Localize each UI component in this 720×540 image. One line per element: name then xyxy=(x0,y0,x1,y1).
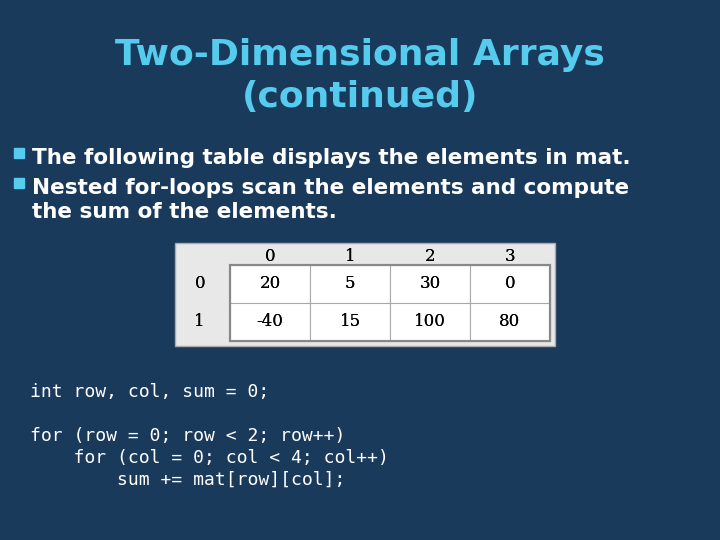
Text: 80: 80 xyxy=(500,314,521,330)
Text: The following table displays the elements in mat.: The following table displays the element… xyxy=(32,148,631,168)
Text: -40: -40 xyxy=(256,314,284,330)
Text: (continued): (continued) xyxy=(242,80,478,114)
Text: 15: 15 xyxy=(339,314,361,330)
Text: 1: 1 xyxy=(345,248,355,265)
Text: 20: 20 xyxy=(259,275,281,293)
Text: for (row = 0; row < 2; row++): for (row = 0; row < 2; row++) xyxy=(30,427,346,445)
Text: 2: 2 xyxy=(425,248,436,265)
Bar xyxy=(470,303,550,341)
Text: 15: 15 xyxy=(339,314,361,330)
Text: 0: 0 xyxy=(505,275,516,293)
Text: -40: -40 xyxy=(256,314,284,330)
Text: 1: 1 xyxy=(345,248,355,265)
Bar xyxy=(230,265,550,341)
Text: 1: 1 xyxy=(194,314,205,330)
Bar xyxy=(470,265,550,303)
Bar xyxy=(470,303,550,341)
Text: 0: 0 xyxy=(194,275,205,293)
Bar xyxy=(310,265,390,303)
Text: 3: 3 xyxy=(505,248,516,265)
Bar xyxy=(310,303,390,341)
Bar xyxy=(230,265,310,303)
Text: 0: 0 xyxy=(194,275,205,293)
Text: 30: 30 xyxy=(419,275,441,293)
Text: 3: 3 xyxy=(505,248,516,265)
Text: 100: 100 xyxy=(414,314,446,330)
Text: 5: 5 xyxy=(345,275,355,293)
Text: 0: 0 xyxy=(265,248,275,265)
Bar xyxy=(390,303,470,341)
Bar xyxy=(390,303,470,341)
Text: 0: 0 xyxy=(505,275,516,293)
Bar xyxy=(310,265,390,303)
Text: the sum of the elements.: the sum of the elements. xyxy=(32,202,337,222)
Text: 30: 30 xyxy=(419,275,441,293)
Bar xyxy=(230,265,310,303)
Text: 2: 2 xyxy=(425,248,436,265)
Text: 80: 80 xyxy=(500,314,521,330)
Text: Two-Dimensional Arrays: Two-Dimensional Arrays xyxy=(115,38,605,72)
Bar xyxy=(310,303,390,341)
Text: 100: 100 xyxy=(414,314,446,330)
Bar xyxy=(14,178,24,188)
Bar xyxy=(390,265,470,303)
Text: 0: 0 xyxy=(265,248,275,265)
Text: int row, col, sum = 0;: int row, col, sum = 0; xyxy=(30,383,269,401)
Bar xyxy=(175,243,555,346)
Bar xyxy=(230,303,310,341)
Bar xyxy=(230,265,550,341)
Bar xyxy=(390,265,470,303)
Bar xyxy=(14,148,24,158)
Bar xyxy=(230,303,310,341)
Text: sum += mat[row][col];: sum += mat[row][col]; xyxy=(30,471,346,489)
Text: for (col = 0; col < 4; col++): for (col = 0; col < 4; col++) xyxy=(30,449,389,467)
Text: Nested for-loops scan the elements and compute: Nested for-loops scan the elements and c… xyxy=(32,178,629,198)
Bar xyxy=(470,265,550,303)
Text: 20: 20 xyxy=(259,275,281,293)
Text: 1: 1 xyxy=(194,314,205,330)
Text: 5: 5 xyxy=(345,275,355,293)
